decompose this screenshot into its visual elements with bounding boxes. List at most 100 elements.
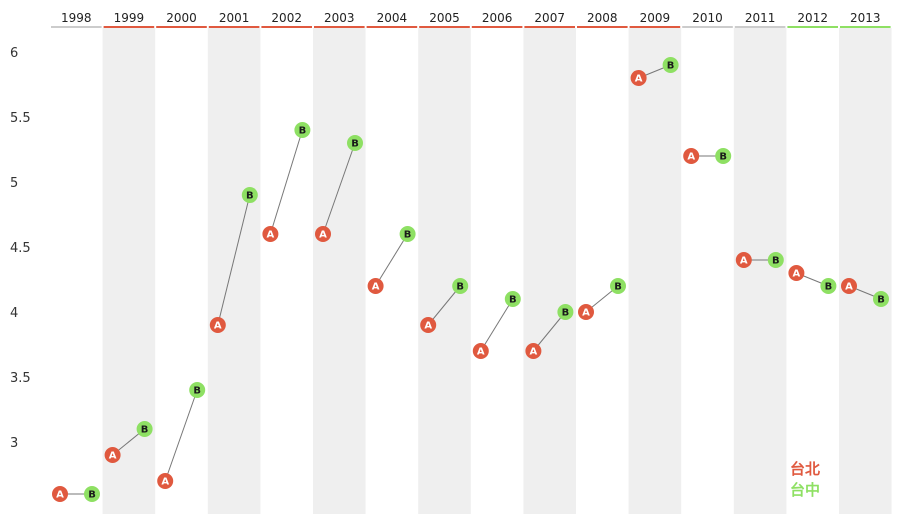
connector-2007 — [533, 311, 566, 352]
svg-text:A: A — [214, 321, 222, 332]
year-underline-2010 — [682, 26, 733, 28]
point-A-2003: A — [315, 226, 331, 242]
point-A-2010: A — [683, 148, 700, 164]
svg-text:B: B — [667, 61, 675, 72]
year-label-2000: 2000 — [166, 11, 197, 25]
data-points: A B A B A B A B A B A B A B A B A B A B A B A B A B A B A B A B — [52, 57, 889, 502]
year-underline-2006 — [471, 26, 523, 28]
year-label-2006: 2006 — [482, 11, 513, 25]
svg-text:A: A — [161, 477, 169, 488]
y-tick-label: 5.5 — [10, 111, 31, 126]
point-A-2013: A — [841, 278, 857, 294]
svg-text:A: A — [56, 490, 64, 501]
year-underline-2002 — [261, 26, 312, 28]
point-A-2008: A — [578, 304, 594, 320]
point-B-1998: B — [84, 486, 100, 502]
y-axis-labels: 3 3.5 4 4.5 5 5.5 6 — [10, 46, 31, 451]
year-underline-1998 — [51, 26, 102, 28]
year-label-2011: 2011 — [745, 11, 776, 25]
year-label-2003: 2003 — [324, 11, 355, 25]
connector-2000 — [164, 389, 198, 482]
point-B-2013: B — [873, 291, 889, 307]
point-B-2005: B — [452, 278, 469, 294]
point-B-2000: B — [189, 382, 206, 398]
legend-entry-taichung: 台中 — [790, 481, 820, 499]
connector-2004 — [375, 233, 409, 287]
year-underline-2012 — [787, 26, 838, 28]
year-label-2007: 2007 — [534, 11, 565, 25]
point-A-2007: A — [525, 343, 542, 359]
year-label-1998: 1998 — [61, 11, 92, 25]
point-B-2011: B — [767, 252, 784, 268]
year-underline-2004 — [366, 26, 418, 28]
year-label-2005: 2005 — [429, 11, 460, 25]
svg-text:A: A — [530, 347, 538, 358]
svg-text:B: B — [509, 295, 517, 306]
year-underline-2009 — [629, 26, 681, 28]
svg-text:B: B — [719, 152, 727, 163]
svg-text:A: A — [582, 308, 590, 319]
svg-text:B: B — [614, 282, 622, 293]
connector-2001 — [217, 194, 251, 326]
y-tick-label: 4 — [10, 306, 18, 321]
year-underline-2013 — [840, 26, 891, 28]
point-B-2007: B — [557, 304, 574, 320]
y-tick-label: 6 — [10, 46, 18, 61]
svg-text:A: A — [319, 230, 327, 241]
y-tick-label: 5 — [10, 176, 18, 191]
year-headers: 1998 1999 2000 2001 2002 2003 2004 2005 2006 2007… — [51, 11, 891, 28]
svg-text:A: A — [109, 451, 117, 462]
year-label-2009: 2009 — [640, 11, 671, 25]
year-band-2007 — [523, 28, 576, 514]
year-underline-2011 — [734, 26, 786, 28]
svg-text:B: B — [825, 282, 833, 293]
svg-text:A: A — [845, 282, 853, 293]
point-B-1999: B — [136, 421, 153, 437]
svg-text:B: B — [88, 490, 96, 501]
year-label-2010: 2010 — [692, 11, 723, 25]
svg-text:B: B — [193, 386, 201, 397]
svg-text:A: A — [793, 269, 801, 280]
year-band-2003 — [313, 28, 366, 514]
legend-entry-taipei: 台北 — [790, 460, 820, 478]
point-B-2003: B — [347, 135, 363, 151]
connector-2003 — [322, 142, 356, 235]
year-underline-2007 — [524, 26, 575, 28]
svg-text:A: A — [740, 256, 748, 267]
svg-text:A: A — [477, 347, 485, 358]
svg-text:A: A — [687, 152, 695, 163]
svg-text:A: A — [424, 321, 432, 332]
svg-text:A: A — [635, 74, 643, 85]
svg-text:B: B — [404, 230, 412, 241]
point-B-2012: B — [820, 278, 837, 294]
year-label-2002: 2002 — [271, 11, 302, 25]
point-B-2010: B — [715, 148, 732, 164]
year-underline-2003 — [314, 26, 365, 28]
y-tick-label: 4.5 — [10, 241, 31, 256]
point-A-2002: A — [262, 226, 279, 242]
year-band-2005 — [418, 28, 471, 514]
year-underline-2000 — [156, 26, 207, 28]
legend: 台北 台中 — [790, 460, 820, 499]
year-label-2004: 2004 — [377, 11, 408, 25]
year-band-2013 — [839, 28, 892, 514]
svg-text:B: B — [877, 295, 885, 306]
svg-text:B: B — [562, 308, 570, 319]
y-tick-label: 3.5 — [10, 371, 31, 386]
point-B-2004: B — [399, 226, 416, 242]
svg-text:B: B — [351, 139, 359, 150]
point-B-2008: B — [610, 278, 626, 294]
connector-2005 — [427, 285, 461, 326]
point-A-2005: A — [420, 317, 437, 333]
point-A-2000: A — [157, 473, 174, 489]
point-A-2011: A — [735, 252, 752, 268]
point-A-1999: A — [104, 447, 121, 463]
point-A-2001: A — [209, 317, 226, 333]
year-bands — [102, 28, 892, 514]
point-B-2001: B — [241, 187, 258, 203]
connector-2006 — [480, 298, 514, 352]
point-A-2012: A — [788, 265, 805, 281]
year-label-2012: 2012 — [797, 11, 828, 25]
y-tick-label: 3 — [10, 436, 18, 451]
